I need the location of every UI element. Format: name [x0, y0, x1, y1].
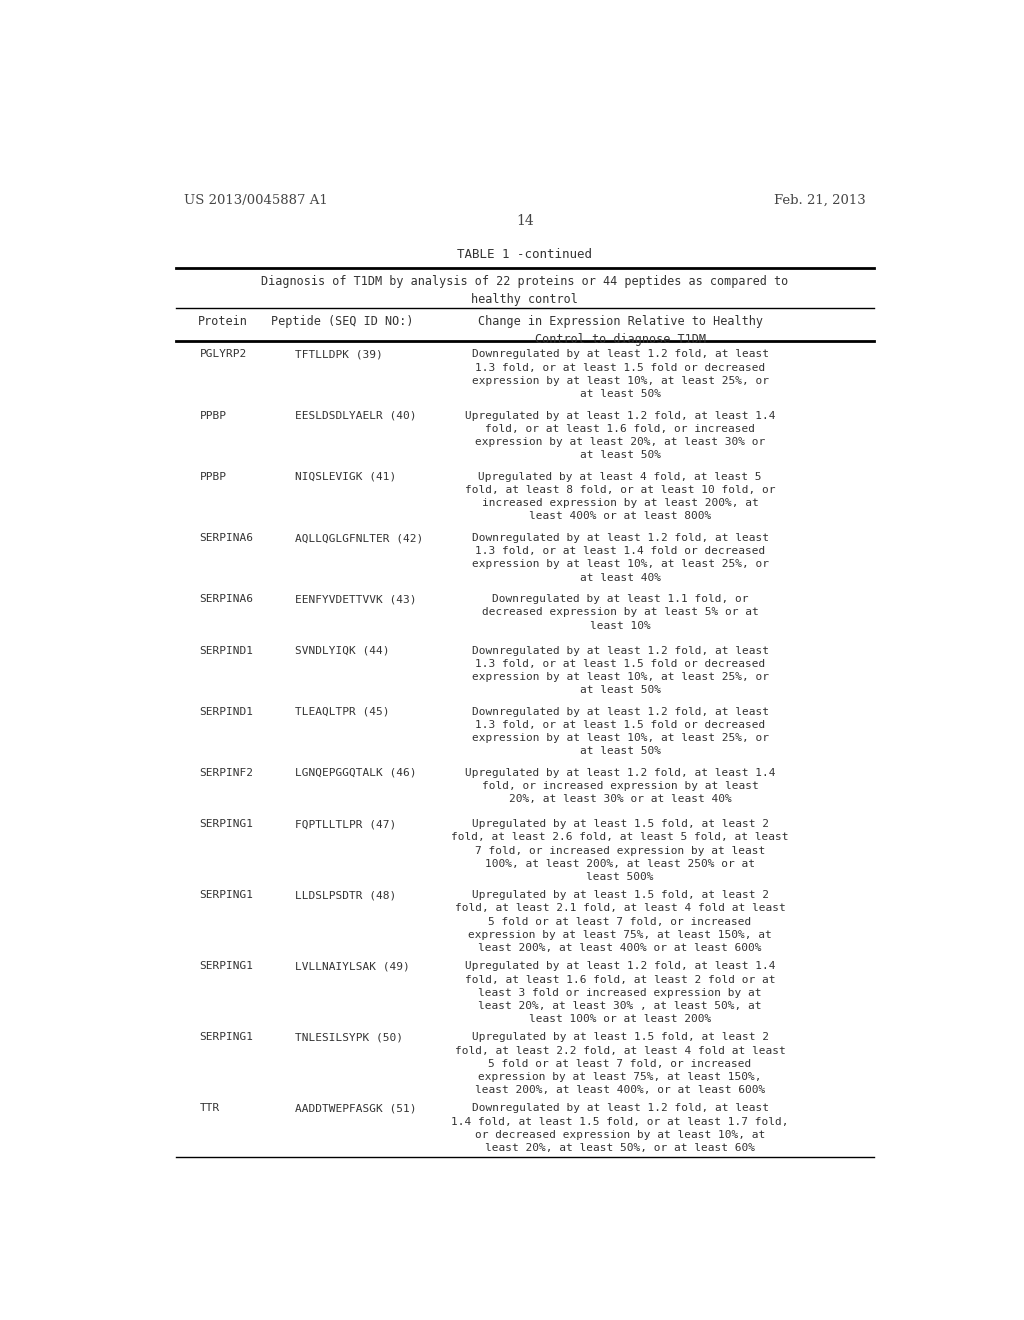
Text: Upregulated by at least 1.5 fold, at least 2
fold, at least 2.6 fold, at least 5: Upregulated by at least 1.5 fold, at lea… — [452, 820, 788, 882]
Text: LVLLNAIYLSAK (49): LVLLNAIYLSAK (49) — [295, 961, 410, 972]
Text: EENFYVDETTVVK (43): EENFYVDETTVVK (43) — [295, 594, 416, 605]
Text: Upregulated by at least 1.2 fold, at least 1.4
fold, or increased expression by : Upregulated by at least 1.2 fold, at lea… — [465, 768, 775, 804]
Text: SERPING1: SERPING1 — [200, 890, 253, 900]
Text: TLEAQLTPR (45): TLEAQLTPR (45) — [295, 706, 389, 717]
Text: 14: 14 — [516, 214, 534, 228]
Text: SERPING1: SERPING1 — [200, 1032, 253, 1043]
Text: TFTLLDPK (39): TFTLLDPK (39) — [295, 350, 382, 359]
Text: EESLDSDLYAELR (40): EESLDSDLYAELR (40) — [295, 411, 416, 421]
Text: Downregulated by at least 1.2 fold, at least
1.3 fold, or at least 1.5 fold or d: Downregulated by at least 1.2 fold, at l… — [471, 350, 769, 399]
Text: Downregulated by at least 1.2 fold, at least
1.3 fold, or at least 1.5 fold or d: Downregulated by at least 1.2 fold, at l… — [471, 645, 769, 696]
Text: SERPING1: SERPING1 — [200, 820, 253, 829]
Text: TABLE 1 -continued: TABLE 1 -continued — [458, 248, 592, 261]
Text: NIQSLEVIGK (41): NIQSLEVIGK (41) — [295, 471, 396, 482]
Text: Upregulated by at least 1.2 fold, at least 1.4
fold, at least 1.6 fold, at least: Upregulated by at least 1.2 fold, at lea… — [465, 961, 775, 1024]
Text: Diagnosis of T1DM by analysis of 22 proteins or 44 peptides as compared to
healt: Diagnosis of T1DM by analysis of 22 prot… — [261, 276, 788, 306]
Text: PPBP: PPBP — [200, 411, 226, 421]
Text: SERPING1: SERPING1 — [200, 961, 253, 972]
Text: TTR: TTR — [200, 1104, 220, 1114]
Text: SERPIND1: SERPIND1 — [200, 645, 253, 656]
Text: Downregulated by at least 1.2 fold, at least
1.3 fold, or at least 1.5 fold or d: Downregulated by at least 1.2 fold, at l… — [471, 706, 769, 756]
Text: Downregulated by at least 1.2 fold, at least
1.4 fold, at least 1.5 fold, or at : Downregulated by at least 1.2 fold, at l… — [452, 1104, 788, 1154]
Text: Upregulated by at least 1.5 fold, at least 2
fold, at least 2.1 fold, at least 4: Upregulated by at least 1.5 fold, at lea… — [455, 890, 785, 953]
Text: SVNDLYIQK (44): SVNDLYIQK (44) — [295, 645, 389, 656]
Text: PGLYRP2: PGLYRP2 — [200, 350, 247, 359]
Text: SERPINF2: SERPINF2 — [200, 768, 253, 777]
Text: TNLESILSYPK (50): TNLESILSYPK (50) — [295, 1032, 402, 1043]
Text: US 2013/0045887 A1: US 2013/0045887 A1 — [183, 194, 328, 207]
Text: Upregulated by at least 1.2 fold, at least 1.4
fold, or at least 1.6 fold, or in: Upregulated by at least 1.2 fold, at lea… — [465, 411, 775, 461]
Text: SERPIND1: SERPIND1 — [200, 706, 253, 717]
Text: LGNQEPGGQTALK (46): LGNQEPGGQTALK (46) — [295, 768, 416, 777]
Text: PPBP: PPBP — [200, 471, 226, 482]
Text: SERPINA6: SERPINA6 — [200, 533, 253, 543]
Text: Upregulated by at least 1.5 fold, at least 2
fold, at least 2.2 fold, at least 4: Upregulated by at least 1.5 fold, at lea… — [455, 1032, 785, 1096]
Text: AQLLQGLGFNLTER (42): AQLLQGLGFNLTER (42) — [295, 533, 423, 543]
Text: Feb. 21, 2013: Feb. 21, 2013 — [774, 194, 866, 207]
Text: Downregulated by at least 1.1 fold, or
decreased expression by at least 5% or at: Downregulated by at least 1.1 fold, or d… — [481, 594, 759, 631]
Text: FQPTLLTLPR (47): FQPTLLTLPR (47) — [295, 820, 396, 829]
Text: SERPINA6: SERPINA6 — [200, 594, 253, 605]
Text: Peptide (SEQ ID NO:): Peptide (SEQ ID NO:) — [271, 315, 414, 327]
Text: LLDSLPSDTR (48): LLDSLPSDTR (48) — [295, 890, 396, 900]
Text: Change in Expression Relative to Healthy
Control to diagnose T1DM: Change in Expression Relative to Healthy… — [477, 315, 763, 346]
Text: AADDTWEPFASGK (51): AADDTWEPFASGK (51) — [295, 1104, 416, 1114]
Text: Protein: Protein — [199, 315, 248, 327]
Text: Downregulated by at least 1.2 fold, at least
1.3 fold, or at least 1.4 fold or d: Downregulated by at least 1.2 fold, at l… — [471, 533, 769, 582]
Text: Upregulated by at least 4 fold, at least 5
fold, at least 8 fold, or at least 10: Upregulated by at least 4 fold, at least… — [465, 471, 775, 521]
